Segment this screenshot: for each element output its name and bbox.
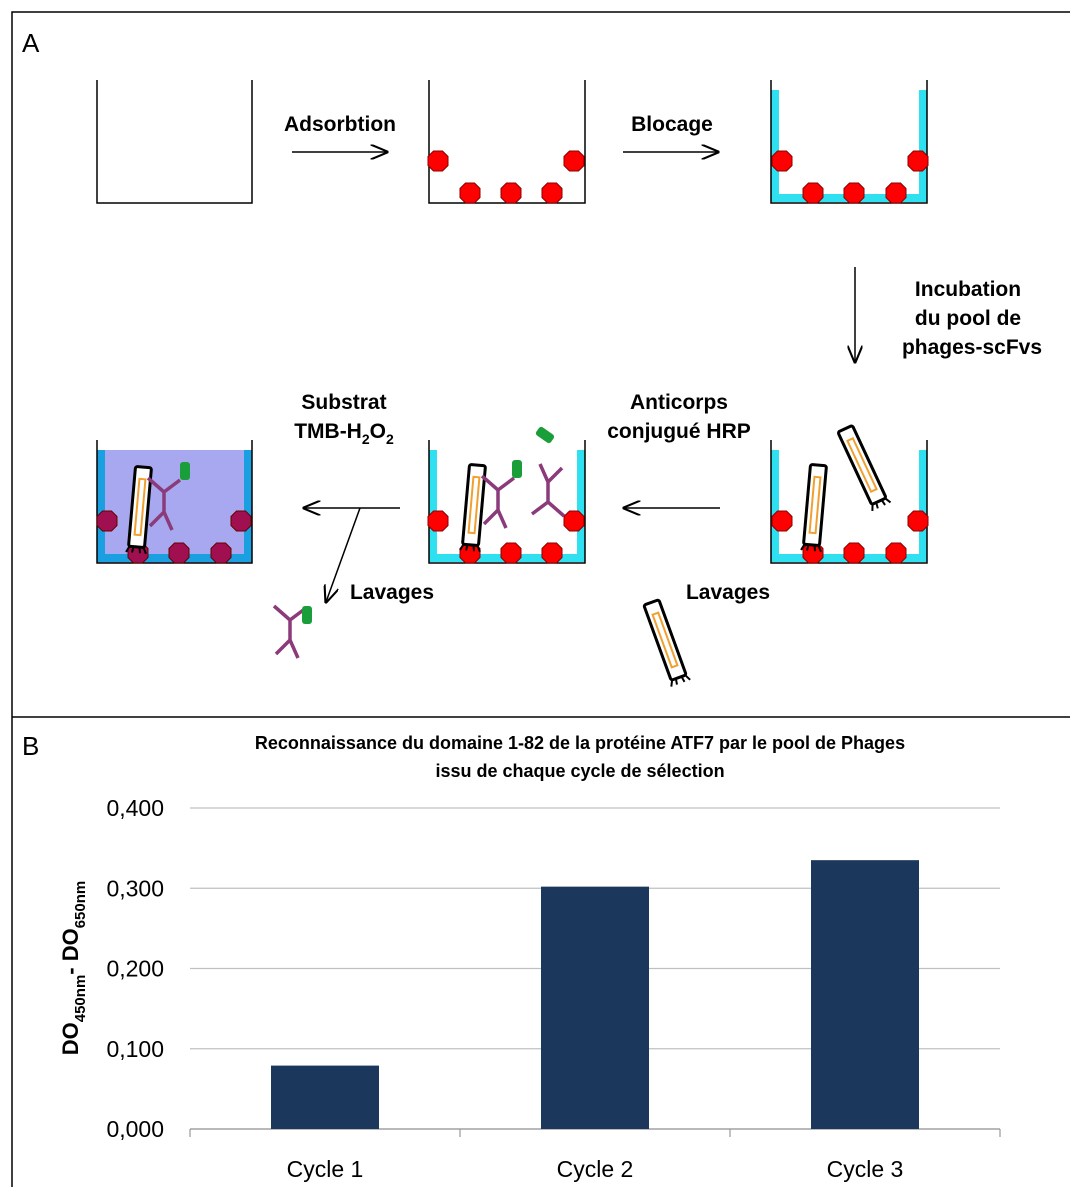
chart-title: Reconnaissance du domaine 1-82 de la pro…	[255, 733, 905, 753]
step-label: TMB-H2O2	[294, 420, 394, 447]
subscript: 450nm	[72, 975, 89, 1023]
x-tick-label: Cycle 3	[827, 1156, 904, 1182]
text-part: DO	[58, 1022, 83, 1055]
text-part: TMB-H	[294, 420, 362, 443]
frame	[11, 11, 1070, 1187]
y-tick-label: 0,200	[106, 956, 164, 982]
bar	[271, 1065, 379, 1129]
chart-title: issu de chaque cycle de sélection	[435, 761, 724, 781]
diagram	[96, 80, 929, 689]
y-axis-label: DO450nm- DO650nm	[58, 881, 89, 1056]
step-label: Blocage	[631, 113, 713, 136]
step-label: Adsorbtion	[284, 113, 396, 136]
subscript: 2	[362, 431, 370, 447]
step-labels: Adsorbtion Blocage Incubation du pool de…	[284, 113, 1042, 604]
bar	[541, 886, 649, 1129]
step-label: phages-scFvs	[902, 336, 1042, 359]
step-label: Lavages	[350, 581, 434, 604]
step-label: Anticorps	[630, 391, 728, 414]
text-part: - DO	[58, 928, 83, 974]
x-tick-label: Cycle 2	[557, 1156, 634, 1182]
subscript: 650nm	[72, 881, 89, 929]
y-tick-label: 0,300	[106, 875, 164, 901]
step-label: conjugué HRP	[607, 420, 751, 443]
step-label: Incubation	[915, 278, 1021, 301]
x-tick-label: Cycle 1	[287, 1156, 364, 1182]
y-tick-label: 0,400	[106, 795, 164, 821]
step-label: Lavages	[686, 581, 770, 604]
bar	[811, 860, 919, 1129]
y-tick-label: 0,000	[106, 1116, 164, 1142]
subscript: 2	[386, 431, 394, 447]
panel-label: B	[22, 731, 39, 761]
panel-label: A	[22, 28, 40, 58]
y-tick-label: 0,100	[106, 1036, 164, 1062]
text-part: O	[370, 420, 386, 443]
step-label: du pool de	[915, 307, 1021, 330]
step-label: Substrat	[301, 391, 386, 414]
